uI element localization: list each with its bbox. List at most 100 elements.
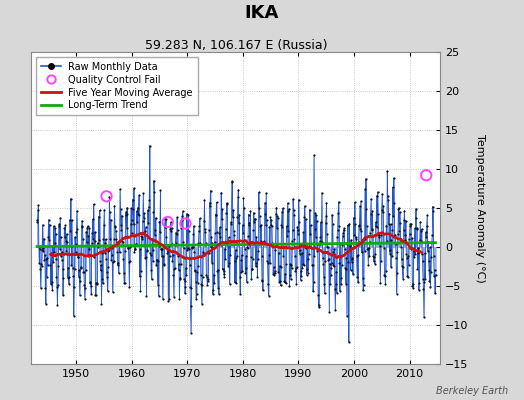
Point	[73, 226, 82, 232]
Point	[83, 225, 91, 231]
Point	[161, 223, 170, 230]
Point	[431, 290, 439, 297]
Point	[196, 240, 204, 246]
Point	[305, 242, 313, 249]
Point	[108, 289, 117, 295]
Point	[418, 250, 426, 257]
Point	[45, 237, 53, 243]
Point	[216, 242, 225, 248]
Point	[400, 208, 409, 214]
Point	[68, 243, 77, 250]
Point	[130, 185, 138, 191]
Point	[95, 236, 103, 243]
Point	[280, 244, 288, 251]
Point	[269, 264, 278, 270]
Point	[184, 212, 192, 218]
Point	[309, 288, 317, 295]
Point	[140, 210, 148, 216]
Point	[197, 281, 205, 287]
Point	[378, 191, 386, 197]
Point	[206, 188, 215, 194]
Point	[244, 244, 252, 251]
Point	[120, 280, 128, 286]
Point	[273, 213, 281, 219]
Point	[242, 253, 250, 260]
Point	[188, 244, 196, 250]
Point	[124, 245, 133, 251]
Point	[277, 222, 286, 229]
Point	[43, 255, 51, 261]
Point	[387, 264, 395, 270]
Point	[160, 224, 169, 230]
Point	[254, 256, 262, 262]
Point	[340, 225, 348, 232]
Point	[355, 222, 364, 228]
Point	[135, 212, 143, 218]
Point	[338, 242, 346, 248]
Point	[401, 236, 410, 243]
Point	[430, 266, 439, 273]
Point	[297, 268, 305, 274]
Point	[88, 230, 96, 236]
Point	[150, 178, 158, 184]
Point	[409, 285, 418, 291]
Point	[398, 264, 407, 270]
Point	[405, 262, 413, 268]
Point	[257, 222, 265, 228]
Point	[92, 292, 100, 298]
Point	[163, 242, 171, 248]
Point	[239, 230, 247, 236]
Point	[373, 192, 381, 199]
Point	[182, 265, 190, 271]
Point	[257, 252, 266, 259]
Point	[413, 225, 421, 231]
Point	[335, 260, 344, 267]
Point	[367, 196, 375, 202]
Point	[37, 285, 45, 291]
Point	[51, 230, 60, 237]
Point	[346, 246, 354, 252]
Point	[347, 258, 356, 265]
Point	[195, 227, 203, 234]
Point	[103, 288, 112, 294]
Point	[64, 265, 72, 271]
Point	[150, 189, 159, 196]
Point	[61, 222, 70, 228]
Point	[323, 244, 332, 250]
Point	[136, 288, 145, 294]
Point	[232, 280, 240, 286]
Point	[205, 226, 213, 233]
Point	[397, 237, 405, 244]
Point	[195, 222, 203, 229]
Point	[322, 213, 330, 220]
Point	[189, 231, 198, 237]
Point	[171, 229, 180, 236]
Point	[79, 236, 87, 242]
Point	[362, 205, 370, 212]
Point	[122, 225, 130, 231]
Point	[74, 254, 82, 260]
Point	[302, 244, 310, 251]
Point	[410, 254, 418, 260]
Point	[125, 259, 133, 265]
Point	[220, 274, 228, 280]
Point	[94, 240, 102, 246]
Point	[430, 253, 438, 259]
Point	[39, 248, 47, 254]
Point	[303, 266, 311, 272]
Point	[292, 264, 301, 270]
Point	[112, 228, 120, 234]
Point	[389, 213, 398, 220]
Point	[427, 254, 435, 260]
Point	[250, 216, 259, 222]
Point	[300, 262, 308, 268]
Point	[75, 267, 83, 274]
Point	[59, 292, 67, 299]
Point	[244, 233, 252, 240]
Point	[156, 187, 165, 194]
Point	[309, 262, 317, 268]
Point	[339, 232, 347, 239]
Point	[276, 263, 284, 269]
Point	[318, 190, 326, 196]
Point	[61, 234, 69, 240]
